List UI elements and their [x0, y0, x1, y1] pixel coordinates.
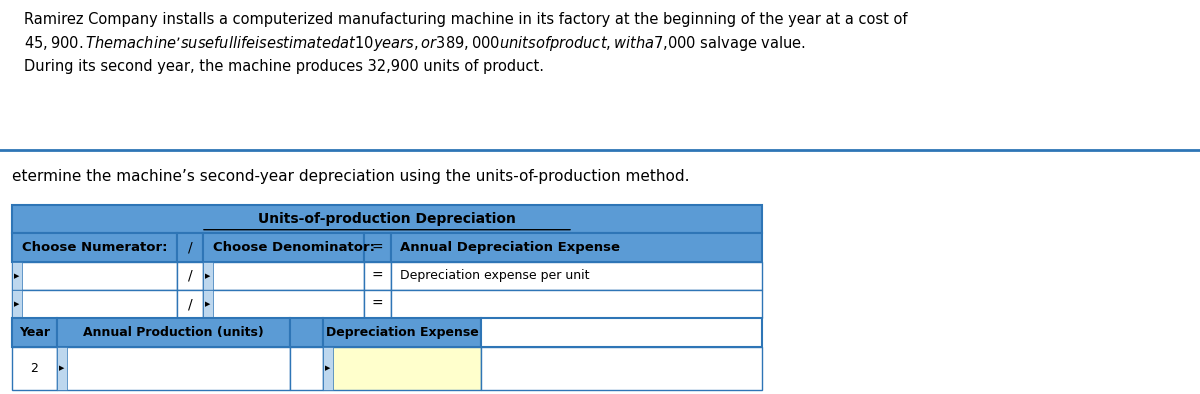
Text: ▶: ▶: [205, 301, 211, 307]
Text: Depreciation expense per unit: Depreciation expense per unit: [401, 269, 590, 282]
FancyBboxPatch shape: [12, 347, 58, 390]
FancyBboxPatch shape: [203, 262, 212, 290]
FancyBboxPatch shape: [178, 290, 203, 318]
FancyBboxPatch shape: [203, 290, 212, 318]
Text: /: /: [188, 297, 192, 311]
FancyBboxPatch shape: [365, 262, 391, 290]
FancyBboxPatch shape: [481, 318, 762, 347]
FancyBboxPatch shape: [12, 290, 22, 318]
Text: =: =: [372, 269, 384, 283]
Text: /: /: [188, 240, 192, 255]
Text: Annual Depreciation Expense: Annual Depreciation Expense: [401, 241, 620, 254]
FancyBboxPatch shape: [365, 233, 391, 262]
FancyBboxPatch shape: [12, 262, 22, 290]
Text: 2: 2: [30, 362, 38, 375]
FancyBboxPatch shape: [203, 290, 365, 318]
Text: Annual Production (units): Annual Production (units): [83, 326, 264, 339]
FancyBboxPatch shape: [58, 318, 289, 347]
Text: ▶: ▶: [205, 273, 211, 279]
Text: ▶: ▶: [325, 365, 331, 372]
FancyBboxPatch shape: [12, 318, 58, 347]
Text: ▶: ▶: [59, 365, 65, 372]
FancyBboxPatch shape: [391, 290, 762, 318]
Text: ▶: ▶: [14, 301, 19, 307]
Text: Choose Denominator:: Choose Denominator:: [212, 241, 374, 254]
FancyBboxPatch shape: [58, 347, 289, 390]
Text: =: =: [372, 297, 384, 311]
FancyBboxPatch shape: [323, 347, 332, 390]
FancyBboxPatch shape: [365, 290, 391, 318]
Text: etermine the machine’s second-year depreciation using the units-of-production me: etermine the machine’s second-year depre…: [12, 169, 690, 184]
FancyBboxPatch shape: [178, 262, 203, 290]
FancyBboxPatch shape: [203, 262, 365, 290]
FancyBboxPatch shape: [12, 205, 762, 233]
Text: ▶: ▶: [14, 273, 19, 279]
FancyBboxPatch shape: [481, 347, 762, 390]
FancyBboxPatch shape: [203, 233, 365, 262]
FancyBboxPatch shape: [289, 318, 323, 347]
FancyBboxPatch shape: [12, 233, 178, 262]
Text: Units-of-production Depreciation: Units-of-production Depreciation: [258, 212, 516, 226]
FancyBboxPatch shape: [12, 290, 178, 318]
Text: Choose Numerator:: Choose Numerator:: [22, 241, 167, 254]
Text: =: =: [372, 240, 384, 255]
FancyBboxPatch shape: [323, 318, 481, 347]
FancyBboxPatch shape: [289, 347, 323, 390]
FancyBboxPatch shape: [178, 233, 203, 262]
FancyBboxPatch shape: [391, 233, 762, 262]
Text: Depreciation Expense: Depreciation Expense: [325, 326, 479, 339]
FancyBboxPatch shape: [58, 347, 67, 390]
FancyBboxPatch shape: [323, 347, 481, 390]
Text: Ramirez Company installs a computerized manufacturing machine in its factory at : Ramirez Company installs a computerized …: [24, 12, 907, 74]
Text: Year: Year: [19, 326, 50, 339]
FancyBboxPatch shape: [391, 262, 762, 290]
FancyBboxPatch shape: [12, 262, 178, 290]
Text: /: /: [188, 269, 192, 283]
